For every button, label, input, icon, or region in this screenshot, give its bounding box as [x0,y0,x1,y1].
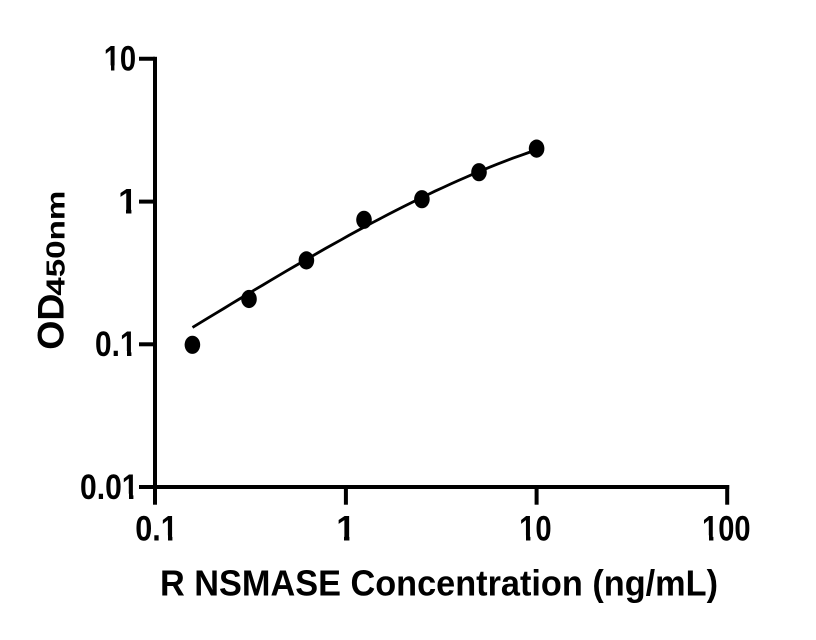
svg-text:0.1: 0.1 [95,325,137,364]
svg-text:100: 100 [702,510,751,549]
svg-text:0.1: 0.1 [135,510,178,549]
svg-text:0.01: 0.01 [80,468,139,507]
svg-text:10: 10 [104,40,137,79]
svg-text:OD: OD [30,294,72,350]
svg-text:450nm: 450nm [41,191,71,296]
svg-text:1: 1 [118,182,137,221]
svg-text:10: 10 [519,510,552,549]
svg-text:1: 1 [336,510,355,549]
svg-text:R NSMASE Concentration (ng/mL): R NSMASE Concentration (ng/mL) [160,563,718,604]
